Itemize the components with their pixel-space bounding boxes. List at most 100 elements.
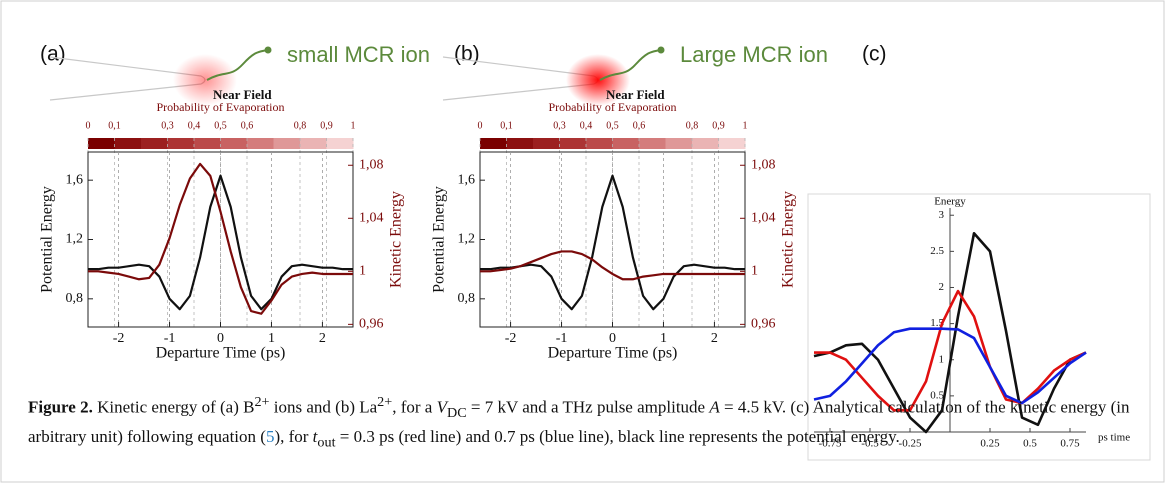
caption-text: = 7 kV and a THz pulse amplitude [466, 397, 710, 417]
series-line [480, 250, 745, 281]
colorbar-swatch [718, 138, 746, 149]
colorbar-swatch [220, 138, 248, 149]
caption-text: DC [447, 405, 467, 422]
colorbar-swatch [273, 138, 301, 149]
x-tick-label: -2 [505, 331, 517, 346]
caption-text: = 4.5 kV. (c) Analytical calculation of … [28, 397, 1130, 447]
y2-tick-label: 1 [359, 264, 366, 279]
caption-text: ), for [274, 427, 313, 447]
colorbar-tick-label: 0,1 [108, 120, 121, 131]
x-tick-label: -0.5 [861, 438, 879, 450]
ion [657, 46, 665, 54]
x-tick-label: -0.75 [819, 438, 842, 450]
colorbar-tick-label: 1 [743, 120, 748, 131]
colorbar-swatch [326, 138, 354, 149]
x-tick-label: -1 [556, 331, 568, 346]
x-tick-label: -2 [113, 331, 125, 346]
colorbar-tick-label: 0,6 [241, 120, 254, 131]
x-tick-label: -1 [164, 331, 176, 346]
colorbar-swatch [506, 138, 534, 149]
colorbar-swatch [586, 138, 613, 149]
colorbar-tick-label: 0,3 [161, 120, 174, 131]
colorbar-tick-label: 0,5 [606, 120, 619, 131]
x-tick-label: -0.25 [899, 438, 922, 450]
y-tick-label: 3 [939, 209, 945, 221]
x-axis-title: Departure Time (ps) [156, 345, 286, 362]
colorbar-tick-label: 0,8 [686, 120, 699, 131]
panel-label: (a) [40, 43, 66, 66]
colorbar-tick-label: 1 [351, 120, 356, 131]
y2-tick-label: 1,08 [359, 157, 384, 172]
panel-label: (c) [862, 43, 887, 66]
colorbar-tick-label: 0,3 [553, 120, 566, 131]
colorbar-tick-label: 0,4 [580, 120, 593, 131]
x-axis-title: ps time [1098, 432, 1130, 444]
colorbar-tick-label: 0,4 [188, 120, 201, 131]
ion-trajectory [206, 49, 268, 81]
y2-tick-label: 0,96 [751, 317, 776, 332]
y2-axis-title: Kinetic Energy [388, 191, 405, 288]
panel-frame [807, 193, 1151, 461]
field-glow [566, 54, 630, 106]
ion-trajectory [599, 49, 661, 81]
ion-label: small MCR ion [287, 42, 430, 67]
field-label: Near Field [606, 87, 665, 102]
x-tick-label: 0 [217, 331, 224, 346]
colorbar-swatch [665, 138, 693, 149]
y2-tick-label: 1 [751, 264, 758, 279]
colorbar-tick-label: 0,8 [294, 120, 307, 131]
caption-label: Figure 2. [28, 397, 93, 417]
y2-axis-title: Kinetic Energy [780, 191, 797, 288]
x-tick-label: 1 [660, 331, 667, 346]
colorbar-tick-label: 0,9 [712, 120, 725, 131]
colorbar-swatch [300, 138, 327, 149]
y-tick-label: 1,6 [66, 172, 84, 187]
ion [264, 46, 272, 54]
colorbar-swatch [480, 138, 507, 149]
colorbar-swatch [692, 138, 719, 149]
colorbar-title: Probability of Evaporation [549, 100, 677, 114]
colorbar-tick-label: 0 [478, 120, 483, 131]
colorbar-swatch [194, 138, 221, 149]
y-tick-label: 0.5 [930, 389, 944, 401]
series-line [814, 289, 1087, 412]
caption-text: 2+ [254, 394, 270, 410]
y2-tick-label: 0,96 [359, 317, 384, 332]
caption-text: Kinetic energy of (a) B [92, 397, 255, 417]
panel-label: (b) [454, 43, 480, 66]
caption-text: = 0.3 ps (red line) and 0.7 ps (blue lin… [335, 427, 900, 447]
y-axis-title: Potential Energy [431, 186, 448, 293]
colorbar-swatch [141, 138, 168, 149]
y2-tick-label: 1,04 [359, 211, 384, 226]
caption-text: V [436, 397, 447, 417]
x-axis-title: Departure Time (ps) [548, 345, 678, 362]
caption-text: , for a [392, 397, 437, 417]
field-glow [173, 54, 237, 106]
caption-text: out [317, 434, 336, 451]
y2-tick-label: 1,08 [751, 157, 776, 172]
series-line [813, 327, 1087, 405]
y-tick-label: 0,8 [66, 291, 84, 306]
y-tick-label: 1,2 [458, 232, 476, 247]
y-axis-title: Energy [934, 196, 966, 208]
y-tick-label: 1,2 [66, 232, 84, 247]
x-tick-label: 0.25 [980, 438, 1000, 450]
y-tick-label: 2.5 [930, 245, 944, 257]
x-tick-label: 0.75 [1060, 438, 1080, 450]
series-line [813, 231, 1087, 434]
y-axis-title: Potential Energy [39, 186, 56, 293]
y-tick-label: 1 [939, 353, 945, 365]
x-tick-label: 0 [609, 331, 616, 346]
colorbar-swatch [612, 138, 640, 149]
colorbar-tick-label: 0 [86, 120, 91, 131]
x-tick-label: 0.5 [1023, 438, 1037, 450]
colorbar-swatch [639, 138, 666, 149]
equation-link[interactable]: 5 [265, 427, 275, 447]
colorbar-tick-label: 0,1 [500, 120, 513, 131]
y-tick-label: 1,6 [458, 172, 476, 187]
y2-tick-label: 1,04 [751, 211, 776, 226]
colorbar-swatch [247, 138, 274, 149]
